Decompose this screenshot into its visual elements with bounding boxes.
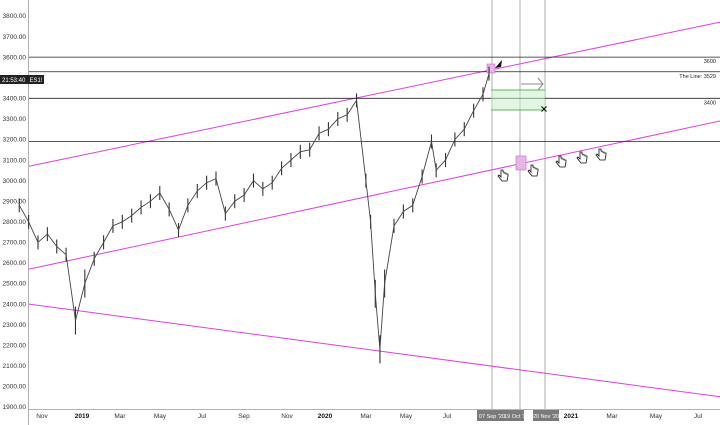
price-line bbox=[18, 73, 490, 350]
y-tick-label: 3000.00 bbox=[3, 178, 27, 185]
date-marker-badge bbox=[533, 410, 559, 421]
close-x-icon bbox=[541, 106, 547, 112]
projection-box bbox=[491, 89, 545, 111]
symbol-tag-label: ES1! bbox=[30, 78, 43, 84]
x-tick-label: Nov bbox=[36, 413, 48, 420]
x-tick-label: Nov bbox=[281, 413, 293, 420]
x-tick-label: Jul bbox=[443, 413, 452, 420]
y-tick-label: 2000.00 bbox=[3, 384, 27, 391]
horizontal-line-label: 3600 bbox=[704, 59, 716, 65]
y-tick-label: 3700.00 bbox=[3, 34, 27, 41]
highlight-box-mid bbox=[515, 155, 527, 171]
hand-cursor-icon bbox=[527, 164, 539, 177]
time-badge bbox=[0, 75, 28, 84]
hand-cursor-icons bbox=[497, 148, 607, 182]
y-tick-label: 3400.00 bbox=[3, 96, 27, 103]
time-badge-label: 21:53:40 bbox=[2, 78, 26, 84]
x-tick-label: May bbox=[400, 413, 413, 420]
horizontal-line-label: The Line: 3529 bbox=[679, 74, 716, 80]
x-tick-label: 2019 bbox=[75, 413, 90, 420]
projection-arrow bbox=[521, 77, 544, 91]
symbol-tag bbox=[28, 75, 44, 84]
hand-cursor-icon bbox=[555, 155, 567, 168]
x-tick-label: May bbox=[650, 413, 663, 420]
date-marker-label: 07 Sep '20 bbox=[479, 414, 505, 420]
y-tick-label: 2300.00 bbox=[3, 322, 27, 329]
hand-cursor-icon bbox=[595, 148, 607, 161]
y-tick-label: 3800.00 bbox=[3, 13, 27, 20]
x-axis-labels: Nov 2019 Mar May Jul Sep Nov 2020 Mar May Jul 2021 M… bbox=[36, 413, 702, 420]
channel-line bbox=[28, 21, 720, 167]
date-marker-label: 20 Nov '20 bbox=[533, 414, 559, 420]
date-marker-badge bbox=[477, 410, 507, 421]
y-tick-label: 2800.00 bbox=[3, 219, 27, 226]
y-tick-label: 2600.00 bbox=[3, 260, 27, 267]
x-tick-label: Jul bbox=[198, 413, 207, 420]
symbol-badge: 21:53:40 ES1! bbox=[0, 75, 44, 84]
hand-cursor-icon bbox=[576, 151, 588, 164]
date-marker-label: 19 Oct '2 bbox=[504, 414, 526, 420]
y-tick-label: 3600.00 bbox=[3, 54, 27, 61]
x-tick-label: Mar bbox=[606, 413, 618, 420]
channel-line bbox=[28, 120, 720, 270]
y-tick-label: 2200.00 bbox=[3, 342, 27, 349]
x-tick-label: Sep bbox=[238, 413, 250, 420]
y-tick-label: 2700.00 bbox=[3, 240, 27, 247]
price-series bbox=[18, 66, 490, 364]
x-tick-label: Mar bbox=[360, 413, 372, 420]
arrow-cursor-icon bbox=[495, 60, 502, 68]
y-tick-label: 3300.00 bbox=[3, 116, 27, 123]
y-tick-label: 2500.00 bbox=[3, 281, 27, 288]
y-tick-label: 3100.00 bbox=[3, 157, 27, 164]
x-tick-label: Jul bbox=[694, 413, 703, 420]
y-tick-label: 2100.00 bbox=[3, 363, 27, 370]
x-tick-label: May bbox=[154, 413, 167, 420]
y-tick-label: 2400.00 bbox=[3, 301, 27, 308]
x-tick-label: Mar bbox=[114, 413, 126, 420]
y-tick-label: 2900.00 bbox=[3, 198, 27, 205]
date-marker-badge bbox=[506, 410, 524, 421]
y-axis-labels: 3800.003700.003600.003500.003400.003300.… bbox=[3, 13, 27, 411]
x-tick-label: 2020 bbox=[318, 413, 333, 420]
x-tick-label: 2021 bbox=[564, 413, 579, 420]
hand-cursor-icon bbox=[497, 169, 509, 182]
channel-line bbox=[28, 303, 720, 398]
horizontal-lines: 3600 The Line: 3529 3400 bbox=[29, 56, 720, 142]
horizontal-line-label: 3400 bbox=[704, 100, 716, 106]
y-tick-label: 3200.00 bbox=[3, 137, 27, 144]
trend-channel-lines bbox=[28, 21, 720, 398]
y-tick-label: 1900.00 bbox=[3, 404, 27, 411]
highlight-box-top bbox=[486, 63, 496, 74]
